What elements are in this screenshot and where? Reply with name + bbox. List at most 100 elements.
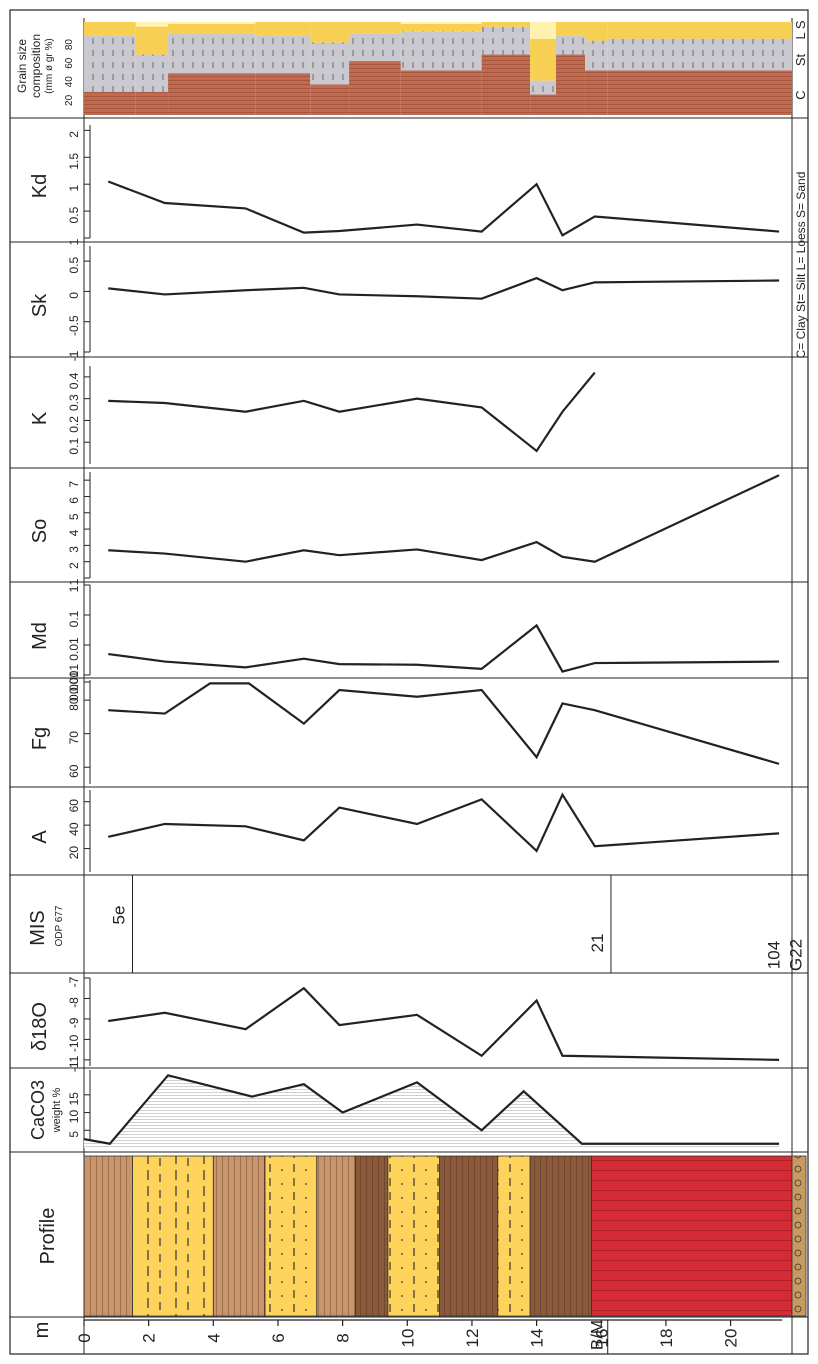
- grain-silt-bar: [400, 31, 482, 71]
- panel-tick-label: -8: [67, 997, 81, 1008]
- grain-clay-bar: [556, 54, 586, 115]
- grain-silt-bar: [84, 35, 136, 92]
- depth-tick-label: 0: [75, 1333, 94, 1342]
- mis-sublabel: ODP 677: [54, 905, 65, 946]
- grain-legend-note: C= Clay St= Silt L= Loess S= Sand: [794, 172, 808, 359]
- panel-tick-label: -0.5: [67, 315, 81, 336]
- panel-tick-label: -10: [67, 1034, 81, 1052]
- sk-label: Sk: [29, 293, 51, 317]
- panel-tick-label: 0.5: [67, 256, 81, 273]
- profile-layer: [591, 1155, 793, 1317]
- panel-tick-label: 5: [67, 1131, 81, 1138]
- fg-label: Fg: [29, 727, 51, 750]
- so-label: So: [29, 519, 51, 543]
- mis-label: MIS: [27, 910, 49, 946]
- panel-grid: [10, 18, 808, 1354]
- panel-tick-label: 1: [67, 578, 81, 585]
- panel-tick-label: -1: [67, 350, 81, 361]
- grain-silt-bar: [585, 40, 608, 71]
- grain-label-line3: (mm ø gr %): [44, 38, 55, 94]
- grain-loess-bar: [168, 23, 256, 35]
- depth-tick-label: 12: [463, 1329, 482, 1348]
- panel-tick-label: -11: [67, 1055, 81, 1072]
- panel-tick-label: -9: [67, 1017, 81, 1028]
- mis-value: 104: [765, 941, 784, 969]
- profile-column: [83, 1155, 807, 1317]
- grain-silt-bar: [255, 35, 311, 74]
- grain-loess-bar: [481, 22, 531, 27]
- grain-sand-bar: [400, 22, 482, 24]
- grain-clay-bar: [585, 70, 608, 115]
- k-curve: [108, 371, 596, 453]
- grain-clay-bar: [135, 91, 169, 115]
- grain-label-line2: composition: [29, 34, 43, 98]
- panel-tick-label: -7: [67, 976, 81, 987]
- grain-clay-bar: [607, 70, 792, 115]
- panel-tick-label: 1: [67, 238, 81, 245]
- mis-value: 5e: [109, 906, 128, 925]
- kd-label: Kd: [29, 174, 51, 198]
- grain-clay-bar: [310, 84, 350, 115]
- depth-axis: m 0 2 4 6 8 10 12 14 16 18 20 B/M: [31, 1319, 783, 1354]
- panel-tick-label: 0.001: [67, 664, 81, 694]
- panel-tick-label: 3: [67, 546, 81, 553]
- panel-labels: Profile Grain size composition (mm ø gr %) 2…: [15, 20, 808, 1264]
- profile-layer: [529, 1155, 592, 1317]
- depth-tick-label: 2: [140, 1333, 159, 1342]
- panel-tick-label: 1.5: [67, 153, 81, 170]
- panel-tick-label: 60: [67, 764, 81, 778]
- panel-tick-label: 1: [67, 185, 81, 192]
- panel-tick-label: 15: [67, 1092, 81, 1106]
- panel-tick-label: 0.1: [67, 438, 81, 455]
- profile-layer: [212, 1155, 266, 1317]
- profile-layer: [316, 1155, 356, 1317]
- panel-tick-label: 2: [67, 562, 81, 569]
- legend-letter-st: St: [793, 53, 808, 66]
- legend-letter-c: C: [793, 90, 808, 99]
- grain-silt-bar: [556, 35, 586, 55]
- grain-silt-bar: [349, 33, 401, 62]
- profile-layer: [264, 1155, 318, 1317]
- grain-loess-bar: [84, 22, 136, 36]
- depth-tick-label: 8: [334, 1333, 353, 1342]
- profile-layer: [387, 1155, 441, 1317]
- depth-tick-label: 10: [398, 1329, 417, 1348]
- grain-tick-label: 60: [64, 57, 75, 69]
- md-label: Md: [29, 622, 51, 650]
- panel-tick-label: 0.3: [67, 394, 81, 411]
- profile-layer: [132, 1155, 214, 1317]
- panel-tick-label: 80: [67, 697, 81, 711]
- profile-label: Profile: [37, 1208, 59, 1265]
- grain-clay-bar: [530, 94, 556, 115]
- curve-panels: 2 1.5 1 0.5 1 0.5 0 -0.5 -1 0.1 0.2 0.3 0.4 1 2 3 4 5 6 7 0.…: [67, 125, 806, 1148]
- grain-loess-bar: [585, 22, 608, 41]
- grain-tick-label: 40: [64, 76, 75, 88]
- panel-tick-label: 0.5: [67, 206, 81, 223]
- grain-tick-label: 20: [64, 94, 75, 106]
- grain-sand-bar: [168, 22, 256, 24]
- grain-silt-bar: [168, 34, 256, 74]
- grain-clay-bar: [400, 70, 482, 115]
- grain-loess-bar: [135, 26, 169, 55]
- grain-tick-label: 80: [64, 39, 75, 51]
- grain-silt-bar: [310, 42, 350, 85]
- panel-tick-label: 0.1: [67, 610, 81, 627]
- profile-layer: [83, 1155, 133, 1317]
- grain-loess-bar: [607, 22, 792, 39]
- legend-letter-ls: L S: [793, 20, 808, 39]
- caco3-curve: [83, 1074, 780, 1145]
- panel-tick-label: 0.001: [67, 671, 81, 701]
- depth-tick-label: 16: [592, 1329, 611, 1348]
- depth-axis-unit: m: [31, 1322, 53, 1339]
- grain-silt-bar: [135, 54, 169, 92]
- panel-tick-label: 2: [67, 131, 81, 138]
- caco3-label: CaCO3: [28, 1080, 48, 1140]
- grain-loess-bar: [400, 23, 482, 32]
- panel-tick-label: 0.2: [67, 416, 81, 433]
- bm-label: B/M: [588, 1320, 607, 1350]
- grain-loess-bar: [530, 38, 556, 81]
- panel-tick-label: 5: [67, 513, 81, 520]
- caco3-sublabel: weight %: [51, 1087, 63, 1133]
- depth-tick-label: 4: [204, 1333, 223, 1342]
